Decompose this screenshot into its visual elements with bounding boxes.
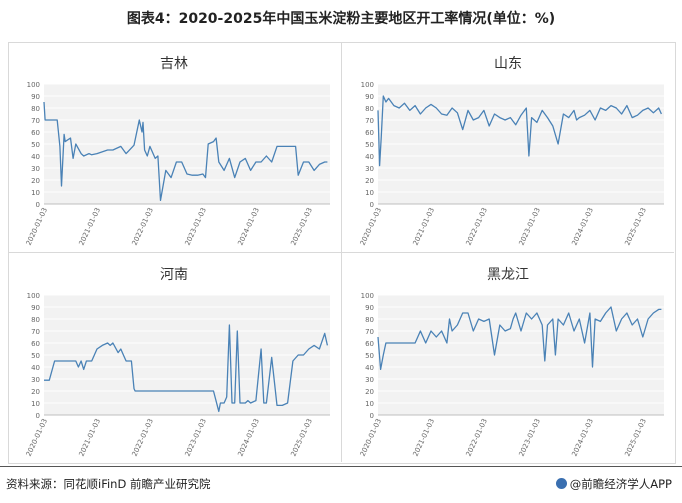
y-tick-label: 90 [365,304,374,312]
y-tick-label: 40 [365,364,374,372]
y-tick-label: 90 [365,93,374,101]
panel-heilongjiang: 黑龙江 0 10 20 30 40 50 60 70 80 90 100 2020-01-03 2021-… [342,253,675,463]
x-tick-label: 2021-01-03 [78,417,102,457]
y-tick-label: 20 [365,177,374,185]
x-tick-label: 2025-01-03 [289,206,313,246]
chart-svg: 吉林 0 10 20 30 40 50 60 70 80 90 100 2020-01-03 2021-0… [25,56,330,247]
y-tick-label: 30 [31,376,40,384]
y-tick-label: 10 [31,400,40,408]
panel-jilin: 吉林 0 10 20 30 40 50 60 70 80 90 100 2020-01-03 2021-0… [8,42,341,252]
series-line [44,324,329,413]
y-tick-label: 80 [31,105,40,113]
panel-grid-frame [8,42,676,464]
x-tick-label: 2025-01-03 [289,417,313,457]
y-tick-label: 50 [31,352,40,360]
y-tick-label: 80 [365,316,374,324]
x-tick-label: 2022-01-03 [131,417,155,457]
y-tick-label: 40 [31,364,40,372]
x-tick-label: 2020-01-03 [25,206,49,246]
y-tick-label: 80 [31,316,40,324]
chart-title: 吉林 [160,56,188,72]
series-line [377,306,662,371]
footer-rule [0,466,682,467]
y-tick-label: 30 [365,165,374,173]
x-tick-label: 2024-01-03 [570,417,594,457]
x-tick-label: 2022-01-03 [131,206,155,246]
x-tick-label: 2024-01-03 [570,206,594,246]
brand-label: @前瞻经济学人APP [569,477,672,491]
brand-logo-icon [555,478,567,489]
panel-divider-horizontal [8,252,674,253]
x-tick-label: 2021-01-03 [412,206,436,246]
chart-title: 黑龙江 [487,267,529,283]
x-tick-label: 2022-01-03 [465,206,489,246]
y-tick-label: 50 [31,141,40,149]
y-tick-label: 100 [361,292,374,300]
x-tick-label: 2023-01-03 [518,206,542,246]
y-tick-label: 20 [365,388,374,396]
y-tick-label: 10 [365,189,374,197]
y-tick-label: 0 [370,201,374,209]
y-tick-label: 60 [31,340,40,348]
y-tick-label: 10 [31,189,40,197]
y-tick-label: 60 [365,340,374,348]
y-tick-label: 0 [370,412,374,420]
x-tick-label: 2021-01-03 [412,417,436,457]
y-tick-label: 20 [31,177,40,185]
x-tick-label: 2024-01-03 [236,206,260,246]
y-tick-label: 30 [365,376,374,384]
y-tick-label: 0 [36,201,40,209]
y-tick-label: 90 [31,304,40,312]
chart-title: 河南 [160,267,188,283]
x-tick-label: 2023-01-03 [184,206,208,246]
y-tick-label: 70 [31,328,40,336]
chart-svg: 山东 0 10 20 30 40 50 60 70 80 90 100 2020-01-03 2021-0… [359,56,664,247]
brand-credit: @前瞻经济学人APP [555,476,672,492]
y-tick-label: 70 [31,117,40,125]
x-tick-label: 2020-01-03 [25,417,49,457]
series-line [377,95,662,167]
y-tick-label: 70 [365,117,374,125]
x-tick-label: 2021-01-03 [78,206,102,246]
y-tick-label: 60 [365,129,374,137]
y-tick-label: 40 [31,153,40,161]
y-tick-label: 100 [27,292,40,300]
x-tick-label: 2025-01-03 [623,417,647,457]
panel-shandong: 山东 0 10 20 30 40 50 60 70 80 90 100 2020-01-03 2021-0… [342,42,675,252]
chart-svg: 河南 0 10 20 30 40 50 60 70 80 90 100 2020-01-03 2021-0… [25,267,330,458]
y-tick-label: 30 [31,165,40,173]
chart-title: 山东 [494,56,522,72]
x-tick-label: 2023-01-03 [518,417,542,457]
y-tick-label: 50 [365,141,374,149]
chart-svg: 黑龙江 0 10 20 30 40 50 60 70 80 90 100 2020-01-03 2021-… [359,267,664,458]
y-tick-label: 60 [31,129,40,137]
x-tick-label: 2022-01-03 [465,417,489,457]
y-tick-label: 20 [31,388,40,396]
y-tick-label: 90 [31,93,40,101]
x-tick-label: 2020-01-03 [359,417,383,457]
y-tick-label: 0 [36,412,40,420]
series-line [43,101,328,202]
panel-henan: 河南 0 10 20 30 40 50 60 70 80 90 100 2020-01-03 2021-0… [8,253,341,463]
y-tick-label: 80 [365,105,374,113]
x-tick-label: 2020-01-03 [359,206,383,246]
y-tick-label: 100 [27,81,40,89]
y-tick-label: 50 [365,352,374,360]
x-tick-label: 2023-01-03 [184,417,208,457]
x-tick-label: 2025-01-03 [623,206,647,246]
x-tick-label: 2024-01-03 [236,417,260,457]
y-tick-label: 70 [365,328,374,336]
y-tick-label: 40 [365,153,374,161]
source-note: 资料来源：同花顺iFinD 前瞻产业研究院 [6,477,211,491]
y-tick-label: 10 [365,400,374,408]
y-tick-label: 100 [361,81,374,89]
chart-figure-title: 图表4：2020-2025年中国玉米淀粉主要地区开工率情况(单位：%) [126,11,556,27]
